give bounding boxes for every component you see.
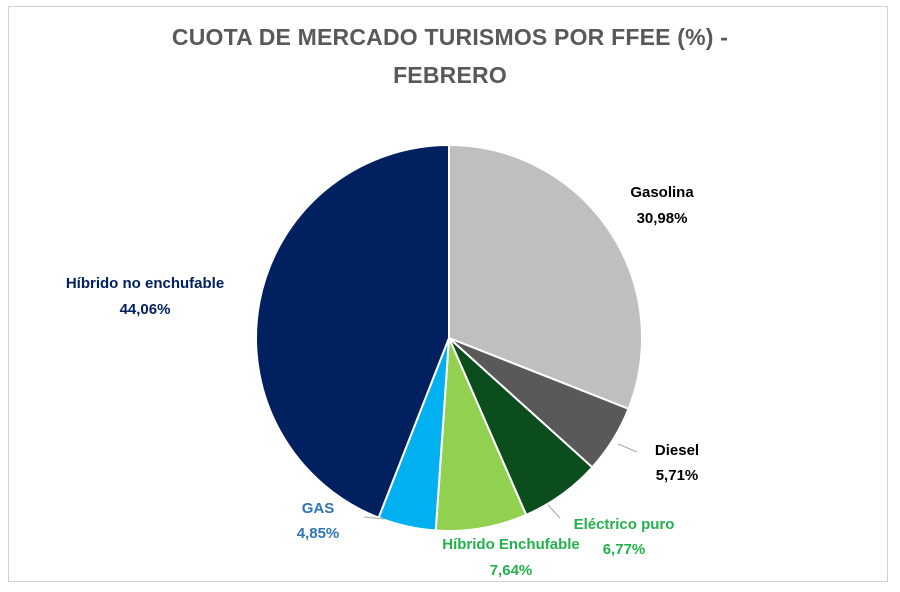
data-label-diesel-name: Diesel	[655, 442, 699, 459]
pie-slice-gasolina	[448, 143, 643, 411]
data-label-electrico-name: Eléctrico puro	[574, 516, 675, 533]
data-label-hibrido-enchufable-value: 7,64%	[490, 562, 533, 579]
data-label-gas-value: 4,85%	[297, 525, 340, 542]
data-label-gas-name: GAS	[302, 500, 335, 517]
data-label-hibrido-enchufable-name: Híbrido Enchufable	[442, 536, 580, 553]
data-label-electrico-value: 6,77%	[603, 541, 646, 558]
data-label-hibrido-no-enchufable-value: 44,06%	[120, 301, 171, 318]
data-label-diesel-value: 5,71%	[656, 467, 699, 484]
chart-title: CUOTA DE MERCADO TURISMOS POR FFEE (%) -	[171, 24, 729, 50]
data-label-gasolina-value: 30,98%	[637, 210, 688, 227]
pie-slices	[255, 143, 643, 532]
data-label-hibrido-no-enchufable-name: Híbrido no enchufable	[66, 275, 224, 292]
leader-line-gas	[363, 516, 385, 520]
chart-title-line2: FEBRERO	[393, 62, 507, 88]
data-label-gasolina-name: Gasolina	[630, 184, 694, 201]
pie-slice-hibrido-enchufable	[434, 337, 528, 532]
leader-line-electrico	[547, 504, 561, 519]
pie-slice-hibrido-no-enchufable	[255, 143, 450, 519]
leader-line-diesel	[617, 443, 638, 453]
slice-labels: Gasolina 30,98% Diesel 5,71% Eléctrico p…	[66, 184, 699, 579]
